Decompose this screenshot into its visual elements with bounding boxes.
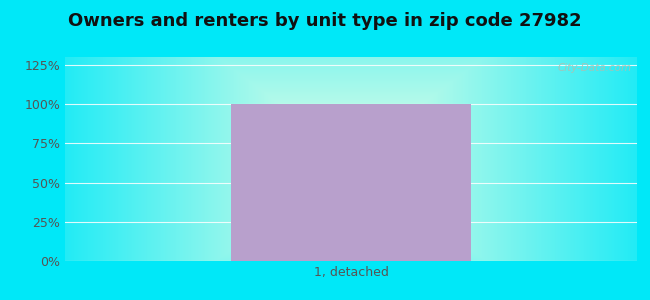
Text: Owners and renters by unit type in zip code 27982: Owners and renters by unit type in zip c… bbox=[68, 12, 582, 30]
Bar bbox=[231, 104, 471, 261]
Text: City-Data.com: City-Data.com bbox=[557, 63, 631, 73]
